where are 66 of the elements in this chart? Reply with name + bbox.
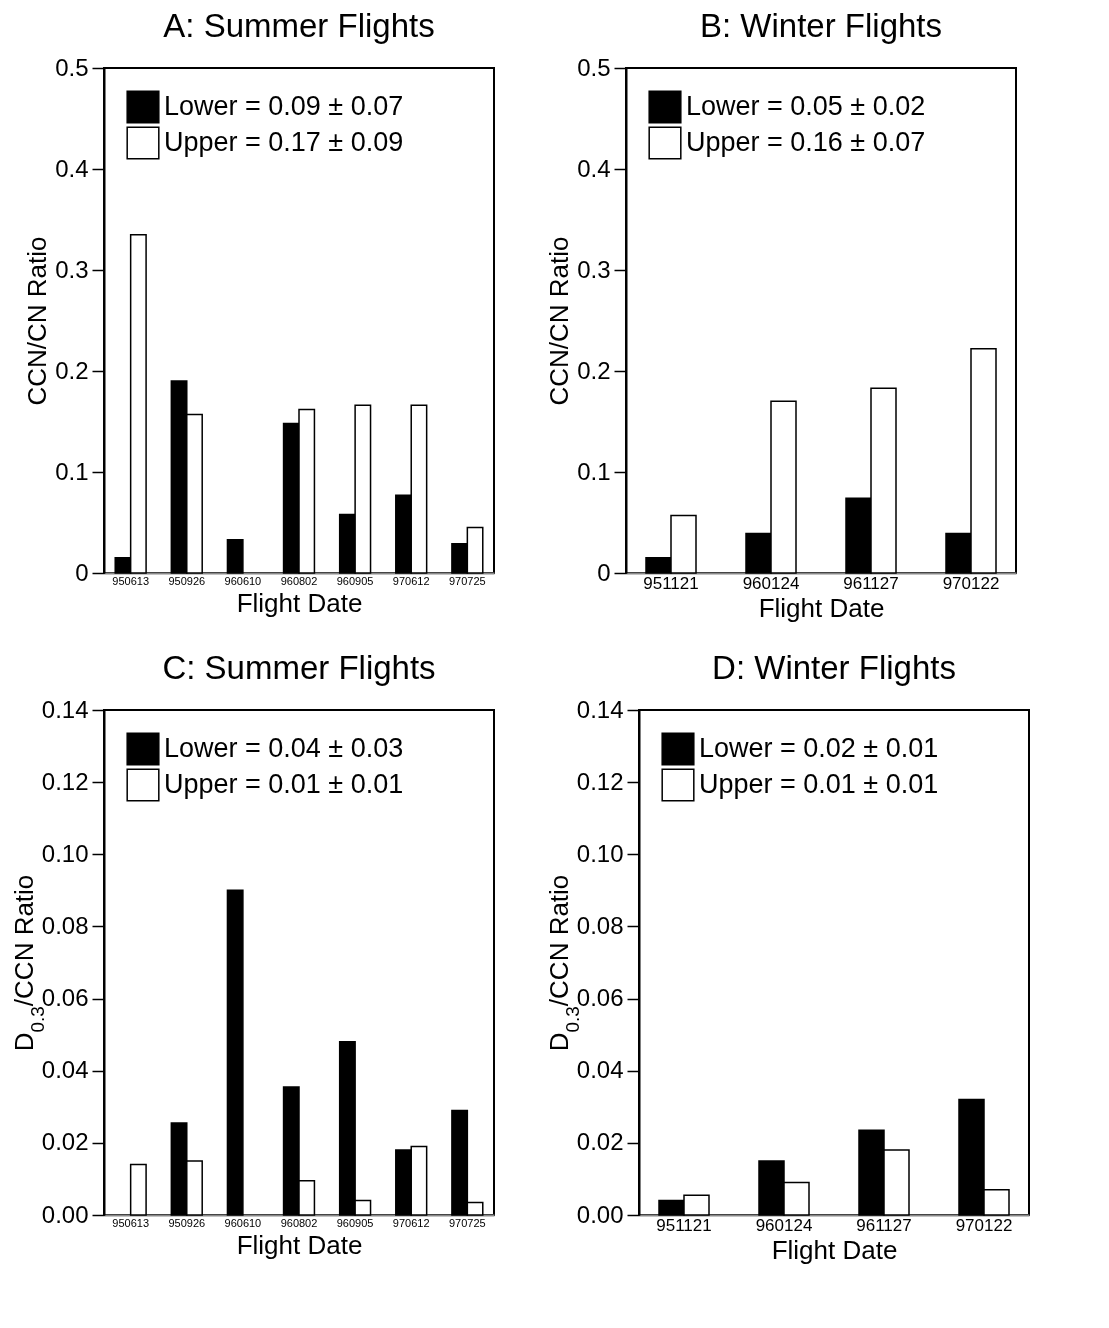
x-tick-label: 960124 — [742, 573, 800, 593]
x-axis-title: Flight Date — [236, 1229, 363, 1260]
chart-title: D: Winter Flights — [712, 649, 956, 686]
y-tick-label: 0.5 — [55, 53, 89, 81]
y-tick-label: 0.00 — [576, 1200, 624, 1228]
legend-label: Upper = 0.16 ± 0.07 — [686, 127, 926, 157]
chart-title: A: Summer Flights — [163, 7, 435, 44]
x-tick-label: 950613 — [112, 1216, 150, 1229]
chart-title: B: Winter Flights — [699, 7, 943, 44]
x-axis-title: Flight Date — [758, 592, 885, 623]
y-tick-label: 0.1 — [577, 457, 611, 485]
y-tick-label: 0.14 — [576, 695, 624, 723]
y-tick-label: 0.08 — [41, 911, 89, 939]
y-tick-label: 0.02 — [576, 1128, 624, 1156]
y-tick-label: 0.14 — [41, 695, 89, 723]
y-tick-label: 0.4 — [55, 154, 89, 182]
y-tick-label: 0.4 — [577, 154, 611, 182]
y-tick-label: 0.12 — [41, 767, 89, 795]
y-tick-label: 0 — [597, 558, 611, 586]
legend-label: Lower = 0.09 ± 0.07 — [164, 91, 404, 121]
y-tick-label: 0.00 — [41, 1200, 89, 1228]
y-tick-label: 0.2 — [55, 356, 89, 384]
legend-label: Lower = 0.05 ± 0.02 — [686, 91, 926, 121]
legend-label: Upper = 0.17 ± 0.09 — [164, 127, 404, 157]
x-tick-label: 970122 — [955, 1215, 1013, 1235]
y-tick-label: 0.2 — [577, 356, 611, 384]
y-tick-label: 0.10 — [41, 839, 89, 867]
y-tick-label: 0.1 — [55, 457, 89, 485]
x-tick-label: 960802 — [280, 1216, 318, 1229]
y-tick-label: 0.3 — [55, 255, 89, 283]
y-axis-title: CCN/CN Ratio — [544, 236, 575, 406]
x-tick-label: 970612 — [392, 1216, 430, 1229]
y-tick-label: 0.12 — [576, 767, 624, 795]
y-tick-label: 0.08 — [576, 911, 624, 939]
x-tick-label: 960802 — [280, 574, 318, 587]
x-tick-label: 951121 — [643, 573, 699, 593]
x-axis-title: Flight Date — [771, 1234, 898, 1265]
x-tick-label: 950926 — [168, 574, 206, 587]
x-tick-label: 970612 — [392, 574, 430, 587]
legend-label: Upper = 0.01 ± 0.01 — [164, 769, 404, 799]
y-axis-title: CCN/CN Ratio — [22, 236, 53, 406]
legend-label: Lower = 0.04 ± 0.03 — [164, 733, 404, 763]
x-axis-title: Flight Date — [236, 587, 363, 618]
legend-label: Upper = 0.01 ± 0.01 — [699, 769, 939, 799]
y-tick-label: 0.5 — [577, 53, 611, 81]
x-tick-label: 960905 — [336, 574, 374, 587]
chart-title: C: Summer Flights — [162, 649, 436, 686]
x-tick-label: 961127 — [856, 1215, 912, 1235]
x-tick-label: 950613 — [112, 574, 150, 587]
x-tick-label: 970725 — [448, 1216, 486, 1229]
x-tick-label: 960610 — [224, 1216, 262, 1229]
y-tick-label: 0.04 — [576, 1056, 624, 1084]
x-tick-label: 951121 — [656, 1215, 712, 1235]
x-tick-label: 960905 — [336, 1216, 374, 1229]
x-tick-label: 970122 — [942, 573, 1000, 593]
y-tick-label: 0 — [75, 558, 89, 586]
x-tick-label: 960610 — [224, 574, 262, 587]
x-tick-label: 970725 — [448, 574, 486, 587]
y-tick-label: 0.02 — [41, 1128, 89, 1156]
legend-label: Lower = 0.02 ± 0.01 — [699, 733, 939, 763]
x-tick-label: 950926 — [168, 1216, 206, 1229]
y-tick-label: 0.3 — [577, 255, 611, 283]
x-tick-label: 961127 — [843, 573, 899, 593]
y-tick-label: 0.10 — [576, 839, 624, 867]
y-tick-label: 0.04 — [41, 1056, 89, 1084]
x-tick-label: 960124 — [755, 1215, 813, 1235]
